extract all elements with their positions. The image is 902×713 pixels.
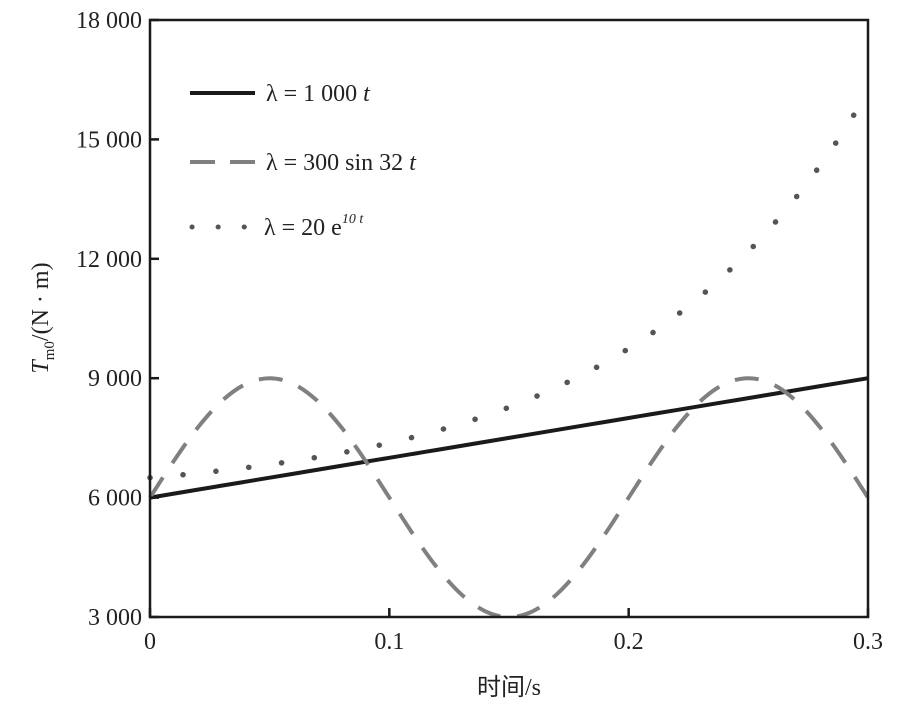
y-tick-label: 6 000 [88,486,142,512]
series-layer [147,89,871,620]
legend-label-sine: λ = 300 sin 32 t [266,150,417,176]
x-tick-label: 0.3 [853,629,883,655]
x-tick-label: 0 [144,629,156,655]
series-line-0 [149,376,869,500]
legend-label-exp: λ = 20 e10 t [264,212,364,241]
ticks: 3 000 6 000 9 000 12 000 15 000 18 000 0 0.1 0.2… [76,8,883,655]
plot-frame [148,18,870,619]
x-tick-label: 0.1 [374,629,404,655]
y-tick-label: 15 000 [76,127,142,153]
series-line-1 [148,376,870,620]
x-tick-label: 0.2 [614,629,644,655]
y-tick-label: 3 000 [88,605,142,631]
y-tick-label: 12 000 [76,247,142,273]
y-axis-label: Tm0/(N · m) [28,262,58,373]
y-tick-label: 18 000 [76,8,142,34]
legend: λ = 1 000 t λ = 300 sin 32 t λ = 20 e10 … [189,81,417,241]
y-tick-label: 9 000 [88,366,142,392]
legend-label-linear: λ = 1 000 t [266,81,371,107]
x-axis-label: 时间/s [477,674,541,701]
series-line-2 [147,89,871,481]
